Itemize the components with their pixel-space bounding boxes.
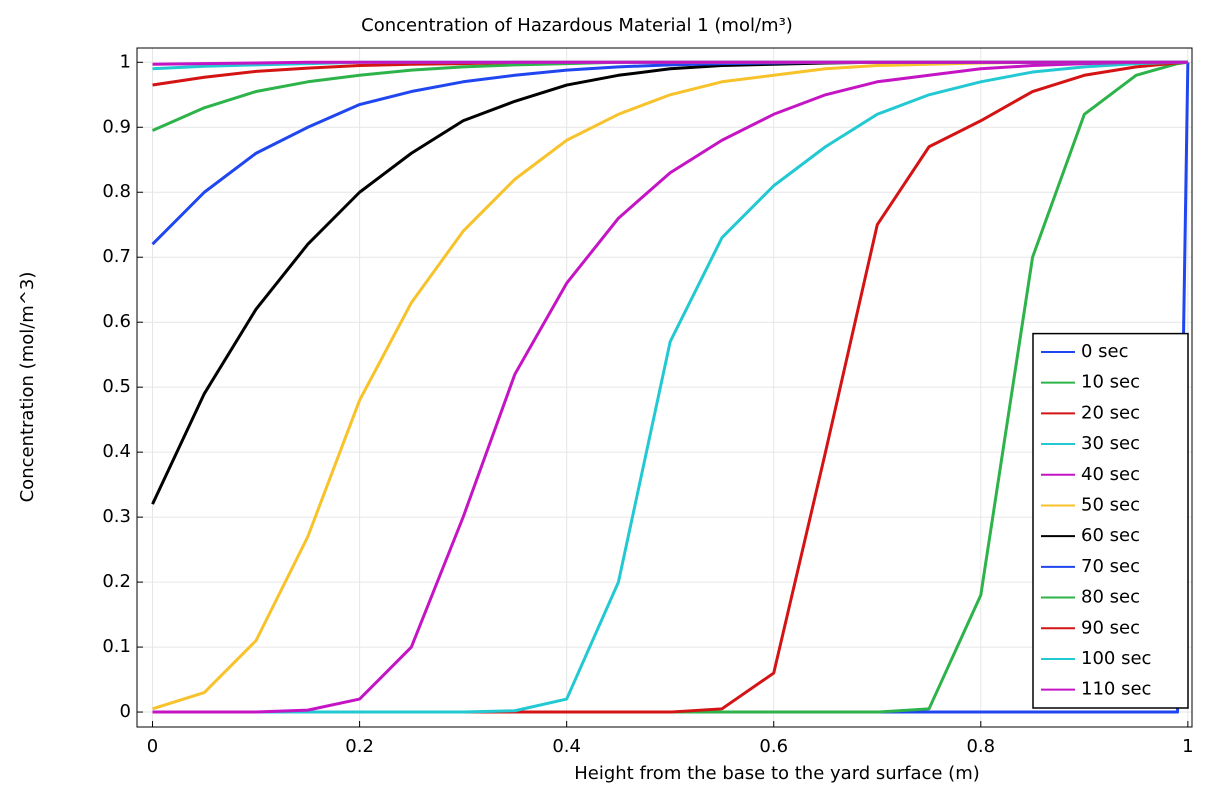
chart-title: Concentration of Hazardous Material 1 (m… bbox=[361, 15, 793, 36]
y-tick-label: 0 bbox=[120, 701, 131, 722]
y-tick-label: 0.8 bbox=[102, 181, 131, 202]
legend-label: 80 sec bbox=[1081, 587, 1140, 608]
y-tick-label: 0.4 bbox=[102, 441, 131, 462]
data-line bbox=[152, 60, 1188, 66]
y-tick-label: 0.3 bbox=[102, 506, 131, 527]
y-tick-label: 0.1 bbox=[102, 636, 131, 657]
legend-label: 60 sec bbox=[1081, 525, 1140, 546]
legend-label: 30 sec bbox=[1081, 433, 1140, 454]
legend-label: 70 sec bbox=[1081, 556, 1140, 577]
legend-label: 100 sec bbox=[1081, 648, 1151, 669]
legend-label: 40 sec bbox=[1081, 464, 1140, 485]
y-tick-label: 0.2 bbox=[102, 571, 131, 592]
x-tick-label: 0.2 bbox=[345, 736, 374, 757]
y-tick-label: 0.9 bbox=[102, 116, 131, 137]
legend-label: 50 sec bbox=[1081, 494, 1140, 515]
data-line bbox=[151, 60, 1188, 246]
x-axis-label: Height from the base to the yard surface… bbox=[574, 763, 980, 784]
x-tick-label: 0.4 bbox=[552, 736, 581, 757]
y-tick-label: 0.6 bbox=[102, 311, 131, 332]
y-tick-label: 1 bbox=[120, 51, 131, 72]
legend-label: 110 sec bbox=[1081, 679, 1151, 700]
legend-label: 20 sec bbox=[1081, 402, 1140, 423]
legend: 0 sec 10 sec 20 sec 30 sec 40 sec 50 sec 60 se… bbox=[1032, 332, 1189, 709]
y-tick-label: 0.5 bbox=[102, 376, 131, 397]
legend-box bbox=[1032, 332, 1189, 709]
data-line bbox=[152, 60, 1188, 714]
data-line bbox=[152, 60, 1188, 714]
x-tick-label: 0.8 bbox=[966, 736, 995, 757]
plot-frame bbox=[136, 47, 1193, 728]
y-axis-label: Concentration (mol/m^3) bbox=[17, 272, 38, 503]
legend-label: 0 sec bbox=[1081, 341, 1129, 362]
y-tick-label: 0.7 bbox=[102, 246, 131, 267]
x-tick-label: 1 bbox=[1182, 736, 1193, 757]
legend-label: 10 sec bbox=[1081, 372, 1140, 393]
legend-label: 90 sec bbox=[1081, 617, 1140, 638]
x-tick-label: 0 bbox=[147, 736, 158, 757]
x-tick-label: 0.6 bbox=[759, 736, 788, 757]
